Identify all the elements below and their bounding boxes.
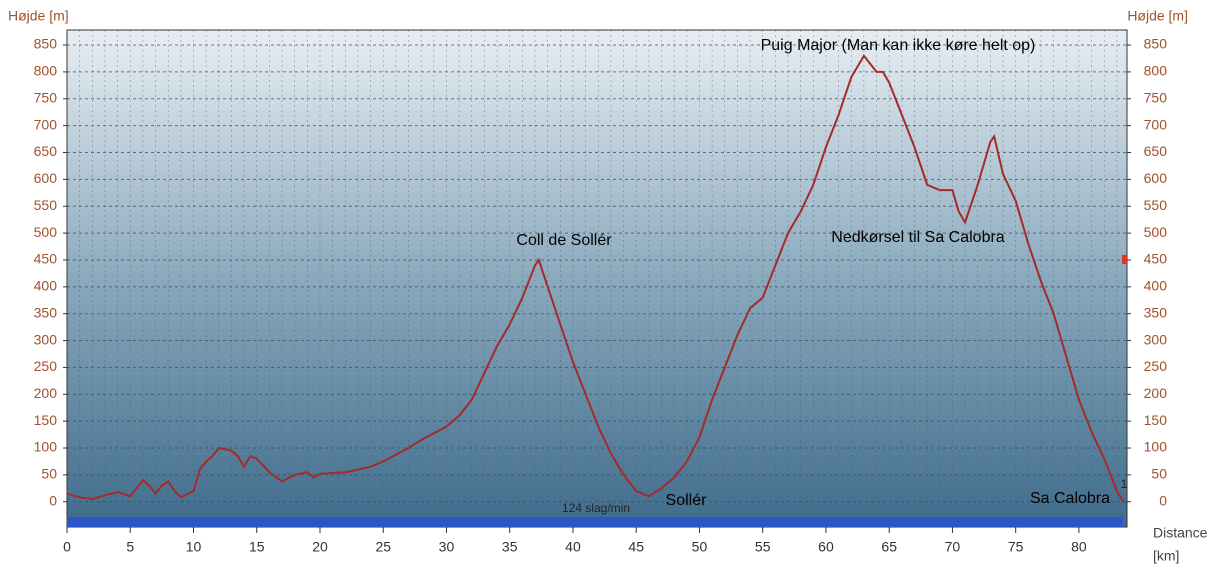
x-tick-label: 5	[126, 539, 134, 555]
y-tick-label: 100	[34, 439, 58, 455]
y2-tick-label: 650	[1144, 143, 1168, 159]
y-axis-label: Højde [m]	[8, 8, 69, 24]
annotation: Sollér	[666, 492, 708, 509]
x-axis-label: Distance	[1153, 525, 1208, 541]
x-tick-label: 0	[63, 539, 71, 555]
annotation: Nedkørsel til Sa Calobra	[831, 229, 1005, 246]
x-tick-label: 70	[945, 539, 961, 555]
y2-tick-label: 500	[1144, 224, 1168, 240]
y-tick-label: 0	[49, 492, 57, 508]
y2-tick-label: 50	[1151, 466, 1167, 482]
marker	[1122, 254, 1127, 264]
x-tick-label: 15	[249, 539, 265, 555]
y-tick-label: 250	[34, 358, 58, 374]
heart-rate-band	[67, 517, 1123, 527]
y2-axis-label: Højde [m]	[1127, 8, 1188, 24]
y-tick-label: 700	[34, 116, 58, 132]
y2-tick-label: 350	[1144, 304, 1168, 320]
y2-tick-label: 300	[1144, 331, 1168, 347]
y2-tick-label: 800	[1144, 63, 1168, 79]
x-tick-label: 35	[502, 539, 518, 555]
x-tick-label: 80	[1071, 539, 1087, 555]
x-tick-label: 45	[628, 539, 644, 555]
y-tick-label: 600	[34, 170, 58, 186]
x-tick-label: 30	[439, 539, 455, 555]
annotation: 1	[1121, 477, 1128, 491]
x-axis-unit: [km]	[1153, 548, 1179, 564]
y-tick-label: 150	[34, 412, 58, 428]
y2-tick-label: 750	[1144, 89, 1168, 105]
annotation: 124 slag/min	[562, 501, 630, 515]
y2-tick-label: 850	[1144, 36, 1168, 52]
y2-tick-label: 150	[1144, 412, 1168, 428]
y-tick-label: 400	[34, 278, 58, 294]
x-tick-label: 60	[818, 539, 834, 555]
y-tick-label: 200	[34, 385, 58, 401]
x-tick-label: 10	[186, 539, 202, 555]
x-tick-label: 55	[755, 539, 771, 555]
y-tick-label: 650	[34, 143, 58, 159]
y-tick-label: 450	[34, 251, 58, 267]
y-tick-label: 50	[41, 466, 57, 482]
x-tick-label: 25	[375, 539, 391, 555]
x-tick-label: 75	[1008, 539, 1024, 555]
y-tick-label: 750	[34, 89, 58, 105]
y2-tick-label: 250	[1144, 358, 1168, 374]
x-tick-label: 20	[312, 539, 328, 555]
y-tick-label: 800	[34, 63, 58, 79]
y2-tick-label: 200	[1144, 385, 1168, 401]
y2-tick-label: 400	[1144, 278, 1168, 294]
annotation: Coll de Sollér	[516, 232, 612, 249]
y-tick-label: 550	[34, 197, 58, 213]
y2-tick-label: 100	[1144, 439, 1168, 455]
y2-tick-label: 600	[1144, 170, 1168, 186]
y2-tick-label: 700	[1144, 116, 1168, 132]
annotation: Sa Calobra	[1030, 490, 1110, 507]
annotation: Puig Major (Man kan ikke køre helt op)	[761, 37, 1036, 54]
y-tick-label: 350	[34, 304, 58, 320]
y2-tick-label: 450	[1144, 251, 1168, 267]
x-tick-label: 40	[565, 539, 581, 555]
y2-tick-label: 0	[1159, 492, 1167, 508]
y2-tick-label: 550	[1144, 197, 1168, 213]
x-tick-label: 50	[692, 539, 708, 555]
y-tick-label: 500	[34, 224, 58, 240]
y-tick-label: 300	[34, 331, 58, 347]
x-tick-label: 65	[881, 539, 897, 555]
y-tick-label: 850	[34, 36, 58, 52]
plot-area	[66, 29, 1128, 528]
elevation-line	[66, 54, 1125, 503]
